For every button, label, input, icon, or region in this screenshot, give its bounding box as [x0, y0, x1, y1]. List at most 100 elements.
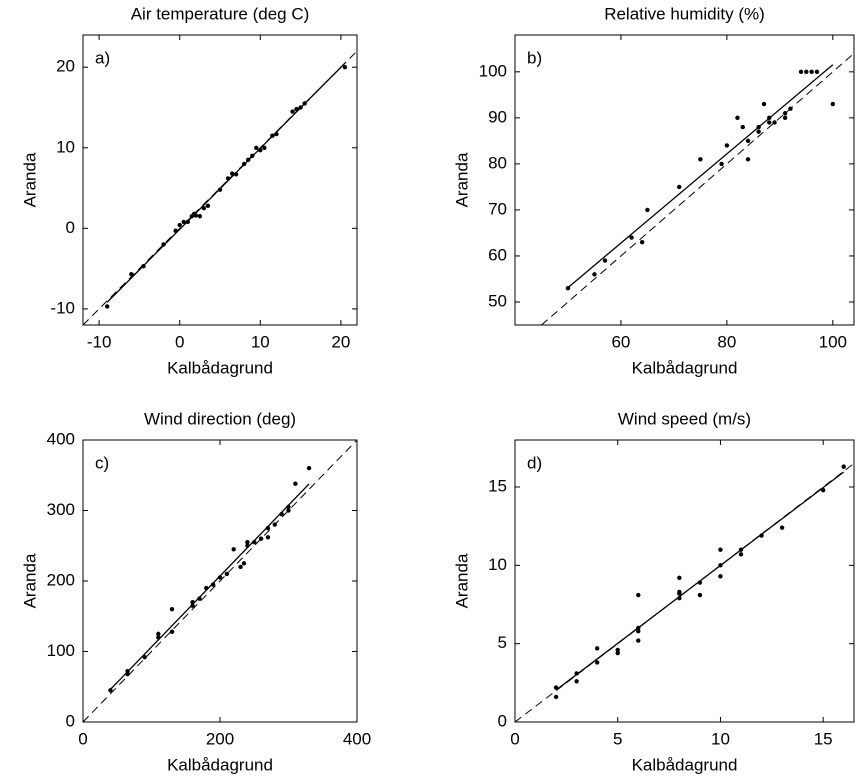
panel-title: Air temperature (deg C) — [131, 4, 310, 23]
point — [719, 161, 724, 167]
y-tick-label: 15 — [488, 476, 507, 495]
x-tick-label: 5 — [613, 729, 622, 748]
point — [745, 157, 751, 162]
y-tick-label: 10 — [488, 555, 507, 574]
point — [181, 219, 186, 225]
x-axis-label: Kalbådagrund — [167, 755, 273, 774]
point — [129, 272, 134, 277]
point — [298, 105, 303, 110]
point — [161, 242, 166, 247]
point — [125, 669, 130, 674]
panel-title: Wind direction (deg) — [144, 409, 296, 428]
point — [185, 219, 190, 225]
point — [636, 638, 641, 643]
x-tick-label: 0 — [78, 729, 87, 748]
point — [246, 157, 251, 163]
point — [141, 263, 146, 269]
panel-label: c) — [95, 453, 109, 472]
y-tick-label: 100 — [47, 641, 75, 660]
y-tick-label: 80 — [488, 153, 507, 172]
x-axis-label: Kalbådagrund — [632, 755, 738, 774]
point — [272, 522, 277, 527]
point — [229, 171, 235, 176]
point — [156, 631, 161, 637]
point — [293, 481, 298, 486]
point — [677, 596, 682, 601]
y-tick-label: 0 — [66, 711, 75, 730]
y-axis-label: Aranda — [452, 152, 471, 207]
point — [798, 69, 804, 75]
point — [252, 540, 257, 545]
point — [210, 582, 216, 587]
point — [602, 258, 608, 263]
point — [698, 157, 703, 162]
point — [779, 525, 785, 530]
y-tick-label: -10 — [50, 298, 75, 317]
point — [697, 580, 703, 585]
point — [636, 625, 641, 631]
point — [615, 647, 620, 653]
point — [718, 547, 723, 552]
panel-title: Relative humidity (%) — [604, 4, 765, 23]
point — [302, 101, 307, 106]
panel-label: d) — [527, 453, 542, 472]
panel: Wind speed (m/s) Kalbådagrund Aranda d) 0 5 10… — [452, 409, 855, 774]
point — [767, 120, 772, 125]
point — [594, 660, 600, 665]
axes-box — [82, 34, 358, 326]
point — [756, 129, 761, 134]
point — [782, 111, 788, 116]
x-tick-label: 0 — [175, 332, 184, 351]
point — [830, 101, 836, 107]
axes-box — [514, 34, 855, 326]
y-tick-label: 50 — [488, 291, 507, 310]
y-tick-label: 100 — [479, 61, 507, 80]
point — [286, 504, 291, 510]
panel: Relative humidity (%) Kalbådagrund Aranda b… — [452, 4, 855, 377]
x-tick-label: 15 — [814, 729, 833, 748]
point — [173, 228, 178, 233]
point — [738, 547, 744, 552]
point — [342, 65, 348, 70]
panel-title: Wind speed (m/s) — [618, 409, 751, 428]
point — [274, 131, 279, 137]
point — [217, 187, 223, 192]
point — [258, 536, 264, 541]
point — [108, 688, 113, 693]
x-tick-label: 100 — [819, 332, 847, 351]
point — [156, 635, 161, 640]
x-tick-label: 60 — [611, 332, 630, 351]
panel-label: a) — [95, 48, 110, 67]
point — [270, 133, 275, 138]
point — [718, 563, 723, 568]
point — [306, 466, 312, 471]
fit-line — [109, 483, 310, 690]
point — [592, 272, 597, 277]
point — [756, 124, 761, 130]
point — [286, 508, 291, 513]
x-axis-label: Kalbådagrund — [632, 358, 738, 377]
x-tick-label: 400 — [343, 729, 371, 748]
point — [677, 575, 682, 581]
point — [677, 184, 682, 190]
point — [169, 629, 175, 634]
point — [761, 101, 767, 107]
point — [265, 535, 271, 540]
y-tick-label: 200 — [47, 570, 75, 589]
point — [204, 585, 209, 591]
point — [594, 646, 600, 651]
point — [735, 115, 740, 121]
point — [245, 543, 250, 548]
point — [772, 120, 777, 125]
axes-box — [82, 439, 358, 723]
point — [677, 589, 682, 595]
point — [104, 304, 110, 309]
point — [553, 685, 559, 690]
identity-line — [83, 440, 357, 722]
point — [639, 239, 645, 245]
point — [201, 205, 207, 211]
point — [788, 106, 793, 111]
point — [740, 124, 745, 130]
point — [231, 547, 236, 552]
y-tick-label: 0 — [66, 218, 75, 237]
